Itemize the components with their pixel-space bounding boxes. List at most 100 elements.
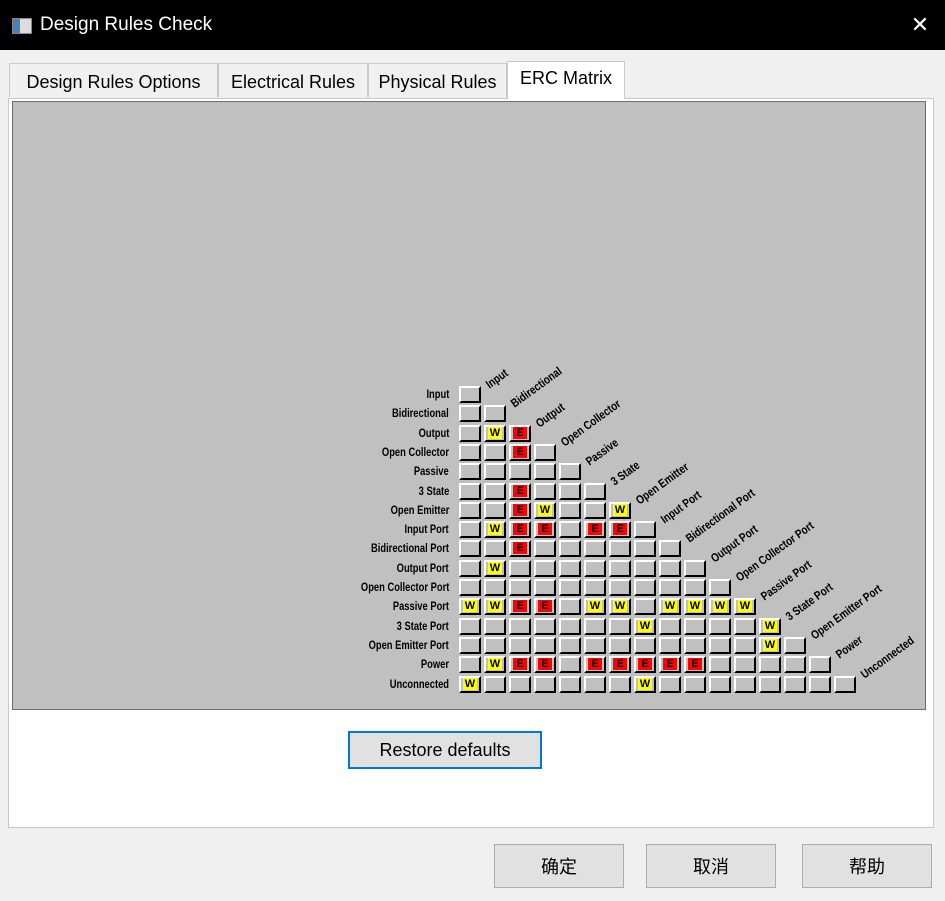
- erc-cell[interactable]: [734, 656, 756, 674]
- erc-cell[interactable]: [559, 559, 581, 577]
- erc-cell[interactable]: [459, 443, 481, 461]
- erc-cell[interactable]: [734, 636, 756, 654]
- erc-cell[interactable]: [534, 463, 556, 481]
- erc-cell[interactable]: [609, 540, 631, 558]
- erc-cell[interactable]: [484, 443, 506, 461]
- erc-cell[interactable]: W: [759, 617, 781, 635]
- erc-cell[interactable]: [459, 559, 481, 577]
- erc-cell[interactable]: [459, 386, 481, 403]
- erc-cell[interactable]: [709, 675, 731, 693]
- erc-cell[interactable]: [559, 656, 581, 674]
- erc-cell[interactable]: [484, 463, 506, 481]
- erc-cell[interactable]: W: [609, 501, 631, 519]
- erc-cell[interactable]: [484, 540, 506, 558]
- erc-cell[interactable]: W: [759, 636, 781, 654]
- erc-cell[interactable]: [809, 656, 831, 674]
- erc-cell[interactable]: W: [484, 521, 506, 539]
- erc-cell[interactable]: [559, 579, 581, 596]
- erc-cell[interactable]: [534, 559, 556, 577]
- erc-cell[interactable]: W: [484, 598, 506, 616]
- erc-cell[interactable]: [584, 617, 606, 635]
- erc-cell[interactable]: [659, 617, 681, 635]
- erc-cell[interactable]: E: [609, 521, 631, 539]
- erc-cell[interactable]: W: [634, 617, 656, 635]
- erc-cell[interactable]: [609, 579, 631, 596]
- erc-cell[interactable]: [534, 675, 556, 693]
- erc-cell[interactable]: [534, 443, 556, 461]
- erc-cell[interactable]: [709, 617, 731, 635]
- erc-cell[interactable]: E: [509, 540, 531, 558]
- erc-cell[interactable]: W: [484, 559, 506, 577]
- erc-cell[interactable]: [584, 540, 606, 558]
- erc-cell[interactable]: W: [459, 675, 481, 693]
- erc-cell[interactable]: [509, 463, 531, 481]
- erc-cell[interactable]: [459, 463, 481, 481]
- erc-cell[interactable]: W: [484, 424, 506, 442]
- erc-cell[interactable]: [784, 636, 806, 654]
- erc-cell[interactable]: [484, 579, 506, 596]
- erc-cell[interactable]: [559, 501, 581, 519]
- cancel-button[interactable]: 取消: [646, 844, 776, 888]
- erc-cell[interactable]: E: [509, 656, 531, 674]
- erc-cell[interactable]: [459, 482, 481, 500]
- erc-cell[interactable]: [659, 579, 681, 596]
- erc-cell[interactable]: [709, 636, 731, 654]
- erc-cell[interactable]: [459, 579, 481, 596]
- erc-cell[interactable]: [559, 521, 581, 539]
- erc-cell[interactable]: [559, 675, 581, 693]
- erc-cell[interactable]: [684, 617, 706, 635]
- erc-cell[interactable]: [459, 521, 481, 539]
- erc-cell[interactable]: [559, 463, 581, 481]
- erc-cell[interactable]: [534, 617, 556, 635]
- tab-erc-matrix[interactable]: ERC Matrix: [507, 61, 625, 99]
- erc-cell[interactable]: [509, 675, 531, 693]
- erc-cell[interactable]: [559, 540, 581, 558]
- erc-cell[interactable]: [459, 656, 481, 674]
- erc-cell[interactable]: [709, 656, 731, 674]
- erc-cell[interactable]: [559, 636, 581, 654]
- erc-cell[interactable]: [584, 559, 606, 577]
- erc-cell[interactable]: E: [509, 501, 531, 519]
- erc-cell[interactable]: W: [484, 656, 506, 674]
- erc-cell[interactable]: [634, 579, 656, 596]
- erc-cell[interactable]: E: [509, 598, 531, 616]
- erc-cell[interactable]: W: [584, 598, 606, 616]
- ok-button[interactable]: 确定: [494, 844, 624, 888]
- erc-cell[interactable]: [634, 521, 656, 539]
- erc-cell[interactable]: E: [509, 424, 531, 442]
- erc-cell[interactable]: [584, 482, 606, 500]
- erc-cell[interactable]: [584, 675, 606, 693]
- tab-physical-rules[interactable]: Physical Rules: [368, 63, 507, 97]
- erc-cell[interactable]: E: [584, 656, 606, 674]
- erc-cell[interactable]: E: [534, 598, 556, 616]
- erc-cell[interactable]: [634, 598, 656, 616]
- erc-cell[interactable]: [559, 617, 581, 635]
- erc-cell[interactable]: [659, 559, 681, 577]
- erc-cell[interactable]: [784, 656, 806, 674]
- erc-cell[interactable]: [559, 482, 581, 500]
- erc-cell[interactable]: [459, 617, 481, 635]
- erc-cell[interactable]: [559, 598, 581, 616]
- erc-cell[interactable]: W: [634, 675, 656, 693]
- close-icon[interactable]: ✕: [910, 12, 930, 37]
- erc-cell[interactable]: W: [684, 598, 706, 616]
- erc-cell[interactable]: [459, 405, 481, 423]
- erc-cell[interactable]: W: [609, 598, 631, 616]
- erc-cell[interactable]: E: [684, 656, 706, 674]
- erc-cell[interactable]: [484, 675, 506, 693]
- erc-cell[interactable]: [509, 617, 531, 635]
- erc-cell[interactable]: [459, 424, 481, 442]
- erc-cell[interactable]: [609, 559, 631, 577]
- erc-cell[interactable]: E: [584, 521, 606, 539]
- erc-cell[interactable]: [634, 636, 656, 654]
- erc-cell[interactable]: W: [459, 598, 481, 616]
- erc-cell[interactable]: E: [509, 443, 531, 461]
- erc-cell[interactable]: [684, 675, 706, 693]
- erc-cell[interactable]: [734, 617, 756, 635]
- erc-cell[interactable]: [734, 675, 756, 693]
- erc-cell[interactable]: [584, 579, 606, 596]
- erc-cell[interactable]: [759, 675, 781, 693]
- erc-cell[interactable]: W: [659, 598, 681, 616]
- erc-cell[interactable]: [509, 559, 531, 577]
- erc-cell[interactable]: [834, 675, 856, 693]
